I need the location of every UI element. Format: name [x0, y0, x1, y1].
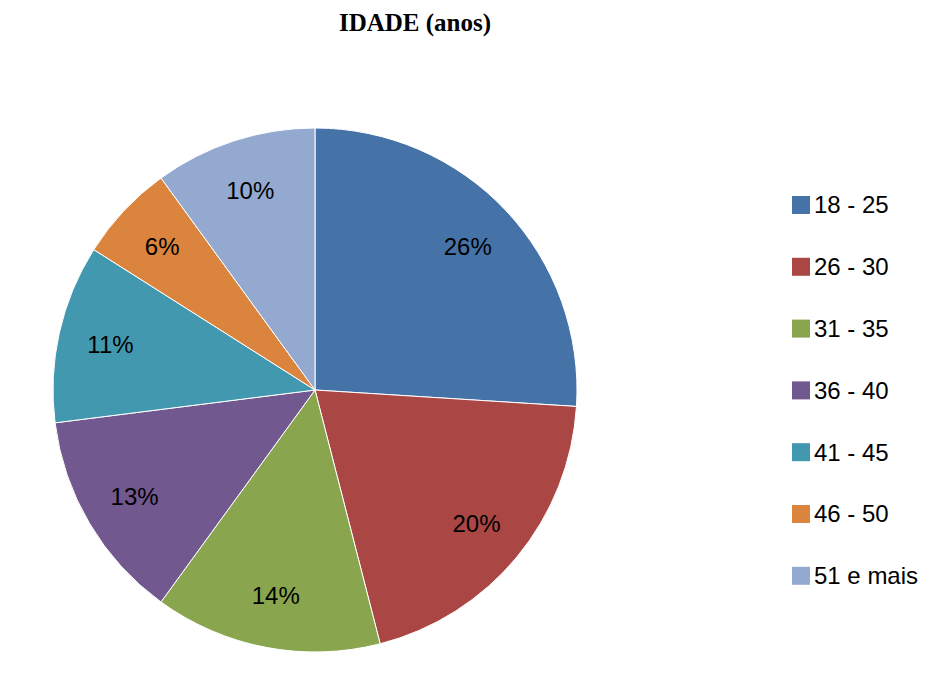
data-label: 10%	[226, 177, 274, 204]
data-labels: 26% 20% 14% 13% 11% 6% 10%	[87, 177, 500, 609]
data-label: 13%	[111, 483, 159, 510]
legend-label: 46 - 50	[814, 500, 889, 527]
pie	[53, 128, 577, 652]
pie-slice	[55, 390, 315, 602]
legend-item: 18 - 25	[792, 191, 889, 218]
legend: 18 - 25 26 - 30 31 - 35 36 - 40 41 - 45 46 - …	[792, 191, 918, 589]
legend-label: 26 - 30	[814, 253, 889, 280]
legend-item: 46 - 50	[792, 500, 889, 527]
legend-item: 26 - 30	[792, 253, 889, 280]
legend-item: 31 - 35	[792, 315, 889, 342]
legend-item: 41 - 45	[792, 439, 889, 466]
legend-label: 36 - 40	[814, 377, 889, 404]
legend-swatch	[792, 196, 810, 214]
title: IDADE (anos)	[339, 9, 491, 37]
chart: IDADE (anos) 26% 20% 14% 13% 11% 6% 10% 18 - 25 2…	[0, 0, 949, 700]
data-label: 11%	[87, 331, 133, 358]
legend-item: 36 - 40	[792, 377, 889, 404]
legend-swatch	[792, 443, 810, 461]
pie-slice	[161, 128, 315, 390]
data-label: 20%	[452, 510, 500, 537]
legend-swatch	[792, 320, 810, 338]
legend-label: 31 - 35	[814, 315, 889, 342]
pie-slice	[315, 128, 577, 406]
legend-swatch	[792, 505, 810, 523]
data-label: 26%	[444, 233, 492, 260]
legend-item: 51 e mais	[792, 562, 918, 589]
legend-swatch	[792, 381, 810, 399]
legend-label: 51 e mais	[814, 562, 918, 589]
data-label: 6%	[145, 233, 180, 260]
legend-label: 41 - 45	[814, 439, 889, 466]
legend-swatch	[792, 258, 810, 276]
data-label: 14%	[252, 582, 300, 609]
legend-label: 18 - 25	[814, 191, 889, 218]
legend-swatch	[792, 567, 810, 585]
